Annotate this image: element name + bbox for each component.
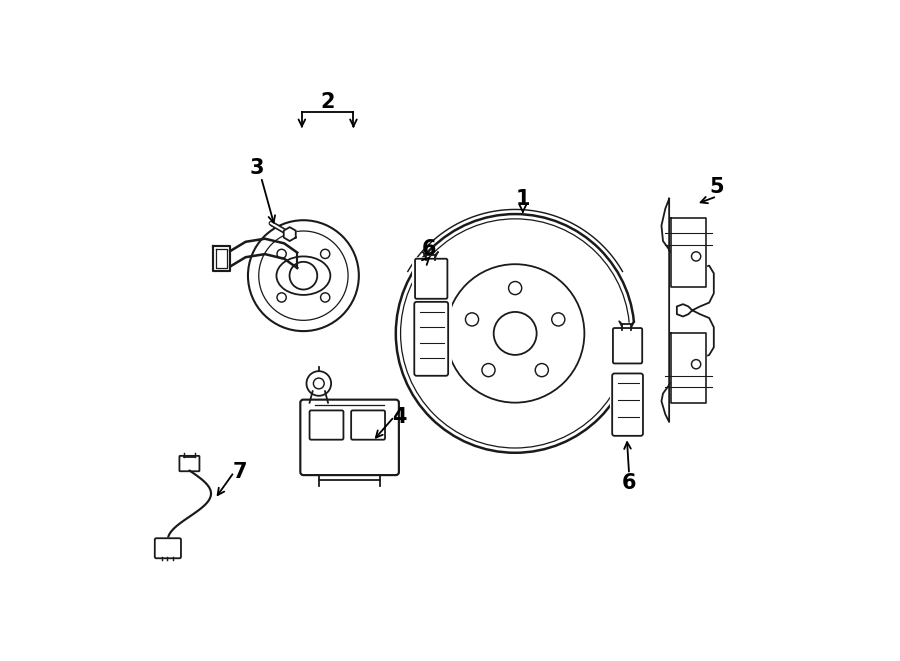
Text: 6: 6 bbox=[422, 239, 436, 258]
Circle shape bbox=[396, 214, 634, 453]
Text: 5: 5 bbox=[709, 177, 725, 197]
FancyBboxPatch shape bbox=[610, 323, 644, 436]
Text: 7: 7 bbox=[232, 462, 247, 482]
FancyBboxPatch shape bbox=[296, 387, 403, 480]
Circle shape bbox=[248, 220, 359, 331]
FancyBboxPatch shape bbox=[413, 258, 451, 370]
FancyBboxPatch shape bbox=[658, 199, 727, 422]
FancyBboxPatch shape bbox=[155, 538, 181, 559]
Circle shape bbox=[307, 371, 331, 396]
Polygon shape bbox=[662, 199, 714, 422]
FancyBboxPatch shape bbox=[179, 456, 200, 471]
Polygon shape bbox=[670, 333, 706, 403]
Polygon shape bbox=[670, 218, 706, 288]
Text: 2: 2 bbox=[320, 93, 335, 112]
Text: 6: 6 bbox=[622, 473, 636, 493]
Text: 3: 3 bbox=[250, 158, 265, 178]
Text: 4: 4 bbox=[392, 407, 407, 426]
Polygon shape bbox=[284, 227, 296, 241]
Text: 1: 1 bbox=[516, 188, 530, 209]
